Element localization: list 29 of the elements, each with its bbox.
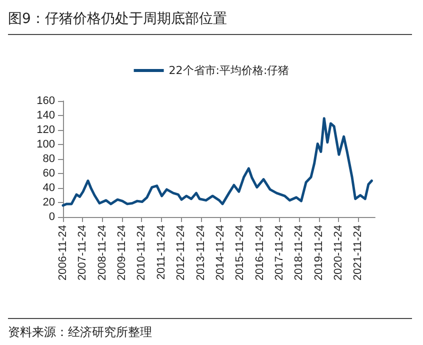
line-series xyxy=(62,117,373,207)
y-tick-label: 140 xyxy=(36,110,55,122)
x-tick-label: 2021-11-24 xyxy=(352,225,364,280)
x-tick-label: 2020-11-24 xyxy=(332,225,345,280)
x-tick-label: 2009-11-24 xyxy=(116,225,128,280)
text: 资料来源：经济研究所整理 xyxy=(8,318,412,341)
chart-title: 图9：仔猪价格仍处于周期底部位置 xyxy=(8,10,412,35)
y-tick-label: 120 xyxy=(36,124,55,136)
x-tick-label: 2015-11-24 xyxy=(234,225,246,280)
y-tick-label: 160 xyxy=(36,95,55,107)
y-tick-label: 60 xyxy=(42,168,55,180)
legend-label: 22个省市:平均价格:仔猪 xyxy=(168,64,290,77)
y-tick-label: 100 xyxy=(36,138,55,150)
x-tick-label: 2008-11-24 xyxy=(96,225,108,280)
x-tick-label: 2016-11-24 xyxy=(254,225,266,280)
x-tick-label: 2017-11-24 xyxy=(274,225,286,280)
y-tick-label: 0 xyxy=(48,211,55,223)
x-tick-label: 2012-11-24 xyxy=(175,225,188,280)
x-tick-label: 2019-11-24 xyxy=(312,225,325,280)
x-tick-label: 2007-11-24 xyxy=(76,225,89,280)
y-tick-label: 40 xyxy=(42,182,55,194)
x-tick-label: 2010-11-24 xyxy=(136,225,148,280)
y-tick-label: 80 xyxy=(42,153,55,165)
y-tick-label: 20 xyxy=(42,196,55,208)
x-tick-label: 2014-11-24 xyxy=(214,225,226,280)
x-tick-label: 2018-11-24 xyxy=(293,225,306,280)
x-tick-label: 2013-11-24 xyxy=(194,225,207,280)
x-tick-label: 2006-11-24 xyxy=(57,225,69,280)
x-tick-label: 2011-11-24 xyxy=(155,225,168,280)
